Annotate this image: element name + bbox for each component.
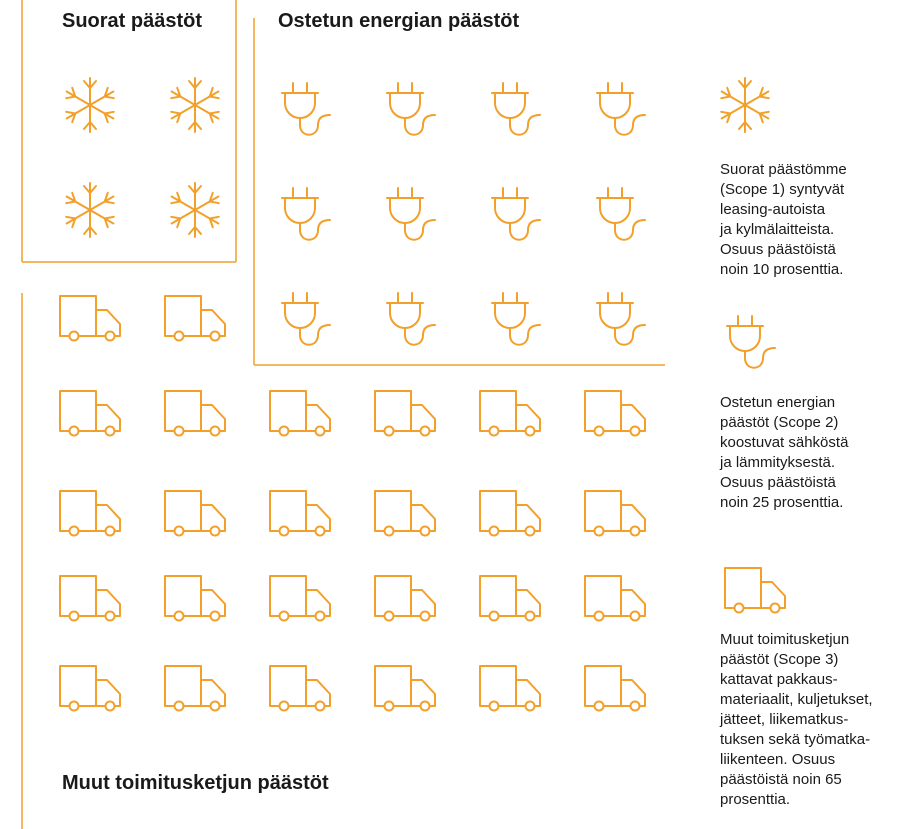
truck-icon [269,390,331,437]
legend-line: materiaalit, kuljetukset, [720,691,873,708]
truck-icon [164,665,226,712]
truck-icon [59,295,121,342]
legend-line: leasing-autoista [720,201,826,218]
plug-icon [281,292,331,346]
truck-icon [479,390,541,437]
plug-icon [386,292,436,346]
legend-line: ja lämmityksestä. [720,454,836,471]
plug-icon [596,187,646,241]
truck-icon [59,665,121,712]
legend-line: Osuus päästöistä [720,241,836,258]
truck-icon [584,390,646,437]
truck-icon [269,575,331,622]
snow-icon [169,183,222,237]
plug-icon [491,292,541,346]
legend-line: kattavat pakkaus- [720,671,838,688]
snow-icon [64,183,117,237]
legend-line: jätteet, liikematkus- [720,711,849,728]
plug-icon [281,187,331,241]
truck-icon [269,665,331,712]
legend-line: päästöt (Scope 2) [720,414,839,431]
icons [59,78,786,712]
snow-icon [719,78,772,132]
truck-icon [59,575,121,622]
legend-line: Suorat päästömme [720,161,847,178]
legend-line: ja kylmälaitteista. [720,221,835,238]
truck-icon [59,390,121,437]
plug-icon [491,187,541,241]
legend-line: koostuvat sähköstä [720,434,849,451]
truck-icon [269,490,331,537]
plug-icon [386,187,436,241]
plug-icon [596,292,646,346]
plug-icon [491,82,541,136]
legend-text: Ostetun energian päästöt (Scope 2) koostuv… [720,393,848,513]
truck-icon [374,575,436,622]
truck-icon [59,490,121,537]
truck-icon [584,575,646,622]
legend-line: päästöt (Scope 3) [720,651,839,668]
plug-icon [596,82,646,136]
truck-icon [479,665,541,712]
truck-icon [164,390,226,437]
truck-icon [584,490,646,537]
truck-icon [374,665,436,712]
legend-line: (Scope 1) syntyvät [720,181,845,198]
snow-icon [64,78,117,132]
truck-icon [584,665,646,712]
legend-line: Osuus päästöistä [720,474,836,491]
legend-line: liikenteen. Osuus [720,751,836,768]
plug-icon [386,82,436,136]
plug-icon [726,315,776,369]
truck-icon [479,575,541,622]
legend-line: tuksen sekä työmatka- [720,731,871,748]
legend-line: prosenttia. [720,791,791,808]
legend-line: Ostetun energian [720,394,836,411]
legend-text: Suorat päästömme (Scope 1) syntyvät leasin… [720,160,847,280]
section-title: Suorat päästöt [62,10,203,32]
legend-text: Muut toimitusketjun päästöt (Scope 3) katt… [720,630,873,810]
section-title: Ostetun energian päästöt [278,10,520,32]
truck-icon [164,295,226,342]
truck-icon [374,390,436,437]
legend-line: Muut toimitusketjun [720,631,850,648]
truck-icon [374,490,436,537]
legend-line: päästöistä noin 65 [720,771,842,788]
snow-icon [169,78,222,132]
section-title: Muut toimitusketjun päästöt [62,772,329,794]
truck-icon [164,575,226,622]
legend-line: noin 25 prosenttia. [720,494,844,511]
truck-icon [479,490,541,537]
truck-icon [164,490,226,537]
legend-line: noin 10 prosenttia. [720,261,844,278]
plug-icon [281,82,331,136]
truck-icon [724,567,786,614]
